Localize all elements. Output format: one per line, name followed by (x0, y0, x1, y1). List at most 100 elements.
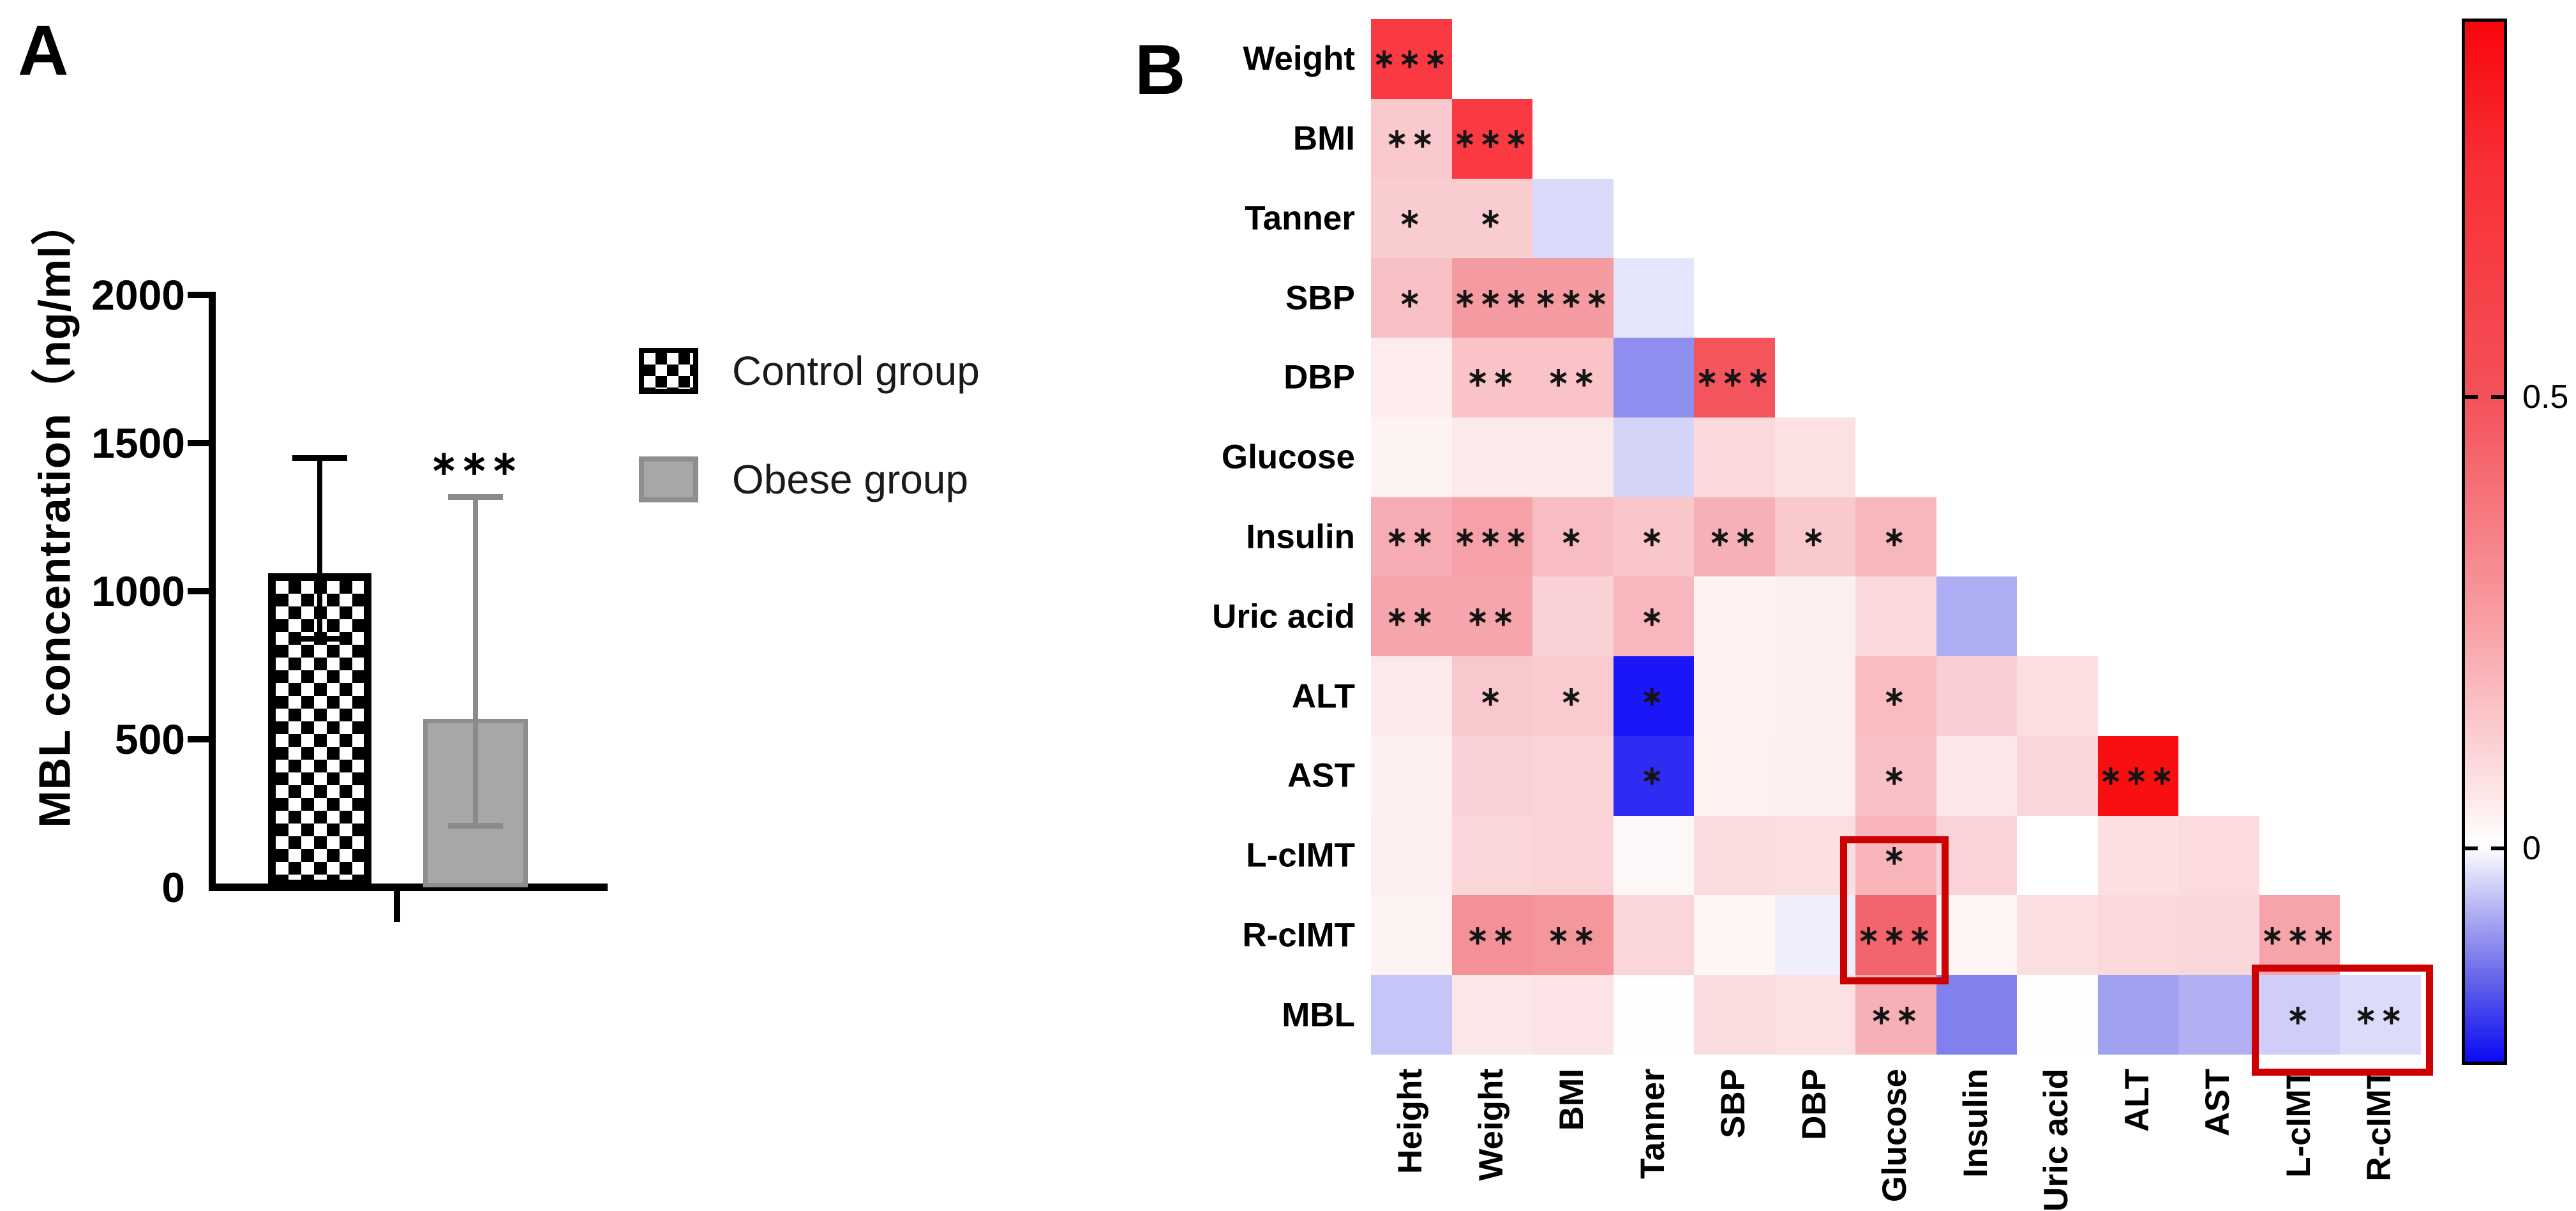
heatmap-cell-glucose-tanner (1613, 417, 1694, 497)
heatmap-cell-mbl-r-cimt: ∗∗ (2340, 975, 2421, 1055)
cell-significance-stars: ∗ (1560, 681, 1586, 711)
heatmap-cell-l-cimt-insulin (1936, 815, 2017, 896)
heatmap-cell-l-cimt-height (1371, 815, 1452, 896)
y-axis-tick-label: 500 (114, 716, 185, 763)
cell-significance-stars: ∗∗∗ (1453, 282, 1531, 313)
col-label-height: Height (1391, 1069, 1430, 1174)
heatmap-cell-dbp-height (1371, 338, 1452, 417)
heatmap-cell-sbp-weight: ∗∗∗ (1451, 258, 1532, 338)
row-label-dbp: DBP (1284, 358, 1355, 396)
heatmap-cell-r-cimt-l-cimt: ∗∗∗ (2259, 895, 2340, 975)
cell-significance-stars: ∗ (1479, 681, 1505, 711)
heatmap-cell-r-cimt-glucose: ∗∗∗ (1855, 895, 1936, 975)
cell-significance-stars: ∗∗ (1547, 919, 1599, 950)
cell-significance-stars: ∗∗∗ (1534, 282, 1612, 313)
heatmap-cell-l-cimt-glucose: ∗ (1855, 815, 1936, 896)
y-axis-tick-mark (188, 736, 209, 742)
heatmap-cell-mbl-ast (2178, 975, 2259, 1055)
heatmap-cell-mbl-sbp (1694, 975, 1775, 1055)
heatmap-cell-r-cimt-uric-acid (2017, 895, 2098, 975)
heatmap-cell-dbp-tanner (1613, 338, 1694, 417)
heatmap-cell-bmi-weight: ∗∗∗ (1451, 98, 1532, 179)
heatmap-cell-uric-acid-bmi (1532, 576, 1614, 657)
heatmap-cell-glucose-dbp (1774, 417, 1855, 497)
x-axis-category-tick (394, 891, 400, 922)
heatmap-cell-uric-acid-sbp (1694, 576, 1775, 657)
cell-significance-stars: ∗ (1883, 681, 1909, 711)
heatmap-cell-alt-glucose: ∗ (1855, 656, 1936, 736)
error-bar-cap-top (448, 493, 503, 500)
heatmap-cell-insulin-bmi: ∗ (1532, 497, 1614, 577)
heatmap-cell-l-cimt-sbp (1694, 815, 1775, 896)
cell-significance-stars: ∗∗ (1466, 362, 1518, 393)
heatmap-cell-l-cimt-bmi (1532, 815, 1614, 896)
significance-stars: ∗∗∗ (430, 444, 521, 482)
heatmap-cell-sbp-tanner (1613, 258, 1694, 338)
heatmap-cell-r-cimt-sbp (1694, 895, 1775, 975)
colorbar-tick-mark (2491, 395, 2504, 400)
heatmap-cell-insulin-sbp: ∗∗ (1694, 497, 1775, 577)
heatmap-cell-mbl-weight (1451, 975, 1532, 1055)
heatmap-cell-r-cimt-weight: ∗∗ (1451, 895, 1532, 975)
error-bar-cap-top (292, 455, 347, 462)
cell-significance-stars: ∗ (1560, 521, 1586, 552)
cell-significance-stars: ∗ (1883, 521, 1909, 552)
cell-significance-stars: ∗ (1479, 202, 1505, 233)
col-label-bmi: BMI (1553, 1069, 1591, 1131)
highlight-box-mbl-cimt (2252, 965, 2433, 1076)
colorbar-tick-label: 0 (2522, 829, 2541, 867)
cell-significance-stars: ∗∗ (1466, 601, 1518, 631)
colorbar-tick-mark (2465, 846, 2478, 850)
cell-significance-stars: ∗ (1883, 760, 1909, 791)
cell-significance-stars: ∗ (1640, 681, 1666, 711)
heatmap-cell-r-cimt-ast (2178, 895, 2259, 975)
heatmap-cell-r-cimt-insulin (1936, 895, 2017, 975)
cell-significance-stars: ∗∗∗ (1453, 123, 1531, 154)
row-label-glucose: Glucose (1221, 438, 1355, 476)
cell-significance-stars: ∗ (1883, 840, 1909, 871)
row-label-r-cimt: R-cIMT (1242, 916, 1355, 954)
cell-significance-stars: ∗ (2286, 999, 2312, 1030)
col-label-glucose: Glucose (1876, 1069, 1914, 1203)
colorbar-tick-mark (2465, 395, 2478, 400)
heatmap-cell-weight-height: ∗∗∗ (1371, 19, 1452, 99)
row-label-tanner: Tanner (1245, 199, 1355, 237)
cell-significance-stars: ∗∗∗ (2099, 760, 2177, 791)
legend-label: Control group (732, 348, 980, 394)
heatmap-cell-uric-acid-dbp (1774, 576, 1855, 657)
heatmap-cell-mbl-height (1371, 975, 1452, 1055)
heatmap-cell-glucose-sbp (1694, 417, 1775, 497)
heatmap-cell-insulin-dbp: ∗ (1774, 497, 1855, 577)
heatmap-cell-l-cimt-tanner (1613, 815, 1694, 896)
row-label-mbl: MBL (1282, 996, 1355, 1034)
heatmap-cell-uric-acid-height: ∗∗ (1371, 576, 1452, 657)
heatmap-cell-ast-sbp (1694, 735, 1775, 816)
colorbar-gradient (2462, 19, 2507, 1065)
error-bar-line (317, 458, 322, 639)
heatmap-cell-ast-tanner: ∗ (1613, 735, 1694, 816)
heatmap-cell-l-cimt-weight (1451, 815, 1532, 896)
heatmap-cell-tanner-weight: ∗ (1451, 178, 1532, 259)
col-label-uric-acid: Uric acid (2037, 1069, 2076, 1211)
y-axis-tick-mark (188, 292, 209, 298)
col-label-dbp: DBP (1795, 1069, 1833, 1140)
heatmap-cell-r-cimt-tanner (1613, 895, 1694, 975)
heatmap-cell-mbl-tanner (1613, 975, 1694, 1055)
cell-significance-stars: ∗ (1398, 282, 1425, 313)
checker-swatch (639, 348, 698, 394)
heatmap-cell-l-cimt-ast (2178, 815, 2259, 896)
legend-label: Obese group (732, 456, 969, 502)
col-label-l-cimt: L-cIMT (2279, 1069, 2318, 1178)
heatmap-cell-glucose-bmi (1532, 417, 1614, 497)
heatmap-cell-uric-acid-insulin (1936, 576, 2017, 657)
heatmap-cell-uric-acid-weight: ∗∗ (1451, 576, 1532, 657)
cell-significance-stars: ∗∗∗ (2261, 919, 2339, 950)
heatmap-cell-ast-weight (1451, 735, 1532, 816)
heatmap-cell-mbl-insulin (1936, 975, 2017, 1055)
highlight-box-glucose-cimt (1840, 836, 1949, 984)
heatmap-cell-dbp-sbp: ∗∗∗ (1694, 338, 1775, 417)
col-label-weight: Weight (1472, 1069, 1510, 1181)
heatmap-cell-alt-uric-acid (2017, 656, 2098, 736)
heatmap-cell-ast-uric-acid (2017, 735, 2098, 816)
